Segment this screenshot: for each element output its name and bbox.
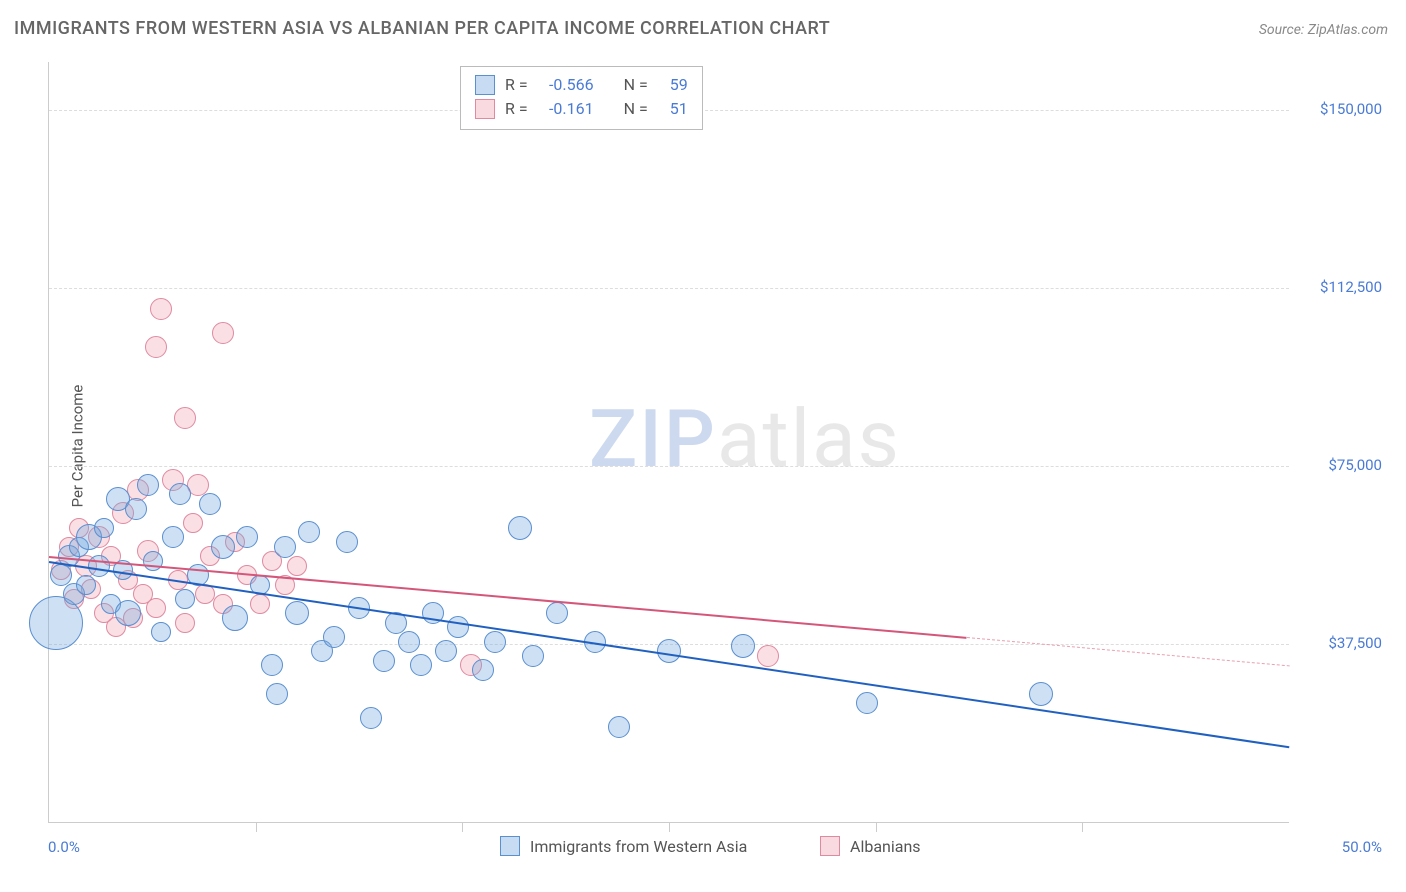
data-point: [274, 536, 296, 558]
data-point: [484, 631, 506, 653]
data-point: [175, 589, 195, 609]
data-point: [183, 513, 203, 533]
data-point: [336, 531, 358, 553]
chart-container: IMMIGRANTS FROM WESTERN ASIA VS ALBANIAN…: [0, 0, 1406, 892]
swatch-pink-icon: [475, 99, 495, 119]
plot-area: ZIPatlas: [48, 62, 1289, 823]
swatch-pink-icon: [820, 836, 840, 856]
x-end-label: 50.0%: [1342, 838, 1382, 856]
data-point: [211, 535, 235, 559]
data-point: [657, 639, 681, 663]
chart-title: IMMIGRANTS FROM WESTERN ASIA VS ALBANIAN…: [14, 18, 830, 39]
data-point: [323, 626, 345, 648]
stats-row: R = -0.161 N = 51: [475, 97, 688, 121]
data-point: [757, 645, 779, 667]
data-point: [1029, 682, 1053, 706]
watermark-zip: ZIP: [589, 392, 717, 486]
data-point: [261, 654, 283, 676]
legend-item: Immigrants from Western Asia: [500, 836, 747, 856]
data-point: [522, 645, 544, 667]
data-point: [137, 474, 159, 496]
data-point: [174, 407, 196, 429]
data-point: [162, 526, 184, 548]
data-point: [731, 634, 755, 658]
x-tick: [876, 822, 877, 832]
r-label: R =: [505, 73, 528, 97]
data-point: [508, 516, 532, 540]
data-point: [298, 521, 320, 543]
x-tick: [1082, 822, 1083, 832]
data-point: [287, 556, 307, 576]
n-label: N =: [624, 73, 648, 97]
watermark-atlas: atlas: [717, 392, 901, 486]
data-point: [373, 650, 395, 672]
data-point: [169, 483, 191, 505]
data-point: [285, 601, 309, 625]
data-point: [94, 518, 114, 538]
data-point: [212, 322, 234, 344]
data-point: [472, 659, 494, 681]
n-label: N =: [624, 97, 648, 121]
data-point: [88, 555, 110, 577]
data-point: [856, 692, 878, 714]
legend-label: Immigrants from Western Asia: [530, 837, 747, 856]
data-point: [608, 716, 630, 738]
data-point: [150, 298, 172, 320]
data-point: [410, 654, 432, 676]
r-label: R =: [505, 97, 528, 121]
y-tick-label: $150,000: [1320, 100, 1382, 118]
stats-box: R = -0.566 N = 59 R = -0.161 N = 51: [460, 66, 703, 130]
data-point: [125, 498, 147, 520]
n-value: 59: [658, 73, 688, 97]
data-point: [222, 605, 248, 631]
legend-label: Albanians: [850, 837, 921, 856]
r-value: -0.161: [538, 97, 594, 121]
n-value: 51: [658, 97, 688, 121]
data-point: [435, 640, 457, 662]
y-tick-label: $112,500: [1320, 278, 1382, 296]
y-tick-label: $37,500: [1328, 634, 1382, 652]
gridline: [49, 288, 1289, 289]
gridline: [49, 466, 1289, 467]
data-point: [146, 598, 166, 618]
legend-item: Albanians: [820, 836, 921, 856]
data-point: [447, 616, 469, 638]
watermark: ZIPatlas: [589, 392, 901, 486]
x-tick: [669, 822, 670, 832]
x-tick: [256, 822, 257, 832]
source-label: Source: ZipAtlas.com: [1259, 22, 1388, 38]
data-point: [199, 493, 221, 515]
data-point: [175, 613, 195, 633]
data-point: [115, 600, 141, 626]
data-point: [250, 594, 270, 614]
data-point: [145, 336, 167, 358]
stats-row: R = -0.566 N = 59: [475, 73, 688, 97]
data-point: [76, 575, 96, 595]
swatch-blue-icon: [475, 75, 495, 95]
data-point: [398, 631, 420, 653]
data-point: [546, 602, 568, 624]
r-value: -0.566: [538, 73, 594, 97]
trend-line-dashed: [967, 637, 1289, 666]
data-point: [236, 526, 258, 548]
x-tick: [462, 822, 463, 832]
x-start-label: 0.0%: [48, 838, 80, 856]
y-tick-label: $75,000: [1328, 456, 1382, 474]
swatch-blue-icon: [500, 836, 520, 856]
data-point: [360, 707, 382, 729]
data-point: [151, 622, 171, 642]
data-point: [266, 683, 288, 705]
trend-line: [49, 561, 1289, 748]
